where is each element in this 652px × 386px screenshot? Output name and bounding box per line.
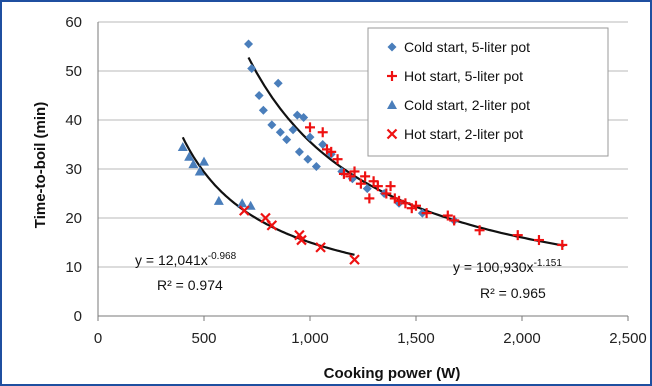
data-point: [266, 220, 278, 231]
fit-equation-5-liter-text: y = 100,930x-1.151: [453, 258, 562, 275]
data-point: [364, 193, 375, 204]
x-tick-label: 0: [94, 330, 102, 347]
legend: Cold start, 5-liter pot Hot start, 5-lite…: [367, 27, 609, 157]
data-point: [288, 125, 298, 135]
data-point: [362, 184, 372, 194]
legend-box: [367, 27, 609, 157]
legend-marker: [387, 100, 397, 109]
data-point: [213, 195, 224, 205]
data-point: [332, 154, 343, 165]
data-point: [188, 159, 199, 169]
y-tick-label: 50: [65, 63, 82, 80]
data-point: [244, 39, 254, 49]
y-tick-label: 30: [65, 161, 82, 178]
data-point: [299, 113, 309, 123]
fit-curve: [181, 136, 355, 256]
data-point: [400, 198, 411, 209]
legend-label: Hot start, 5-liter pot: [404, 68, 523, 84]
data-point: [247, 64, 257, 74]
x-tick-label: 2,000: [503, 330, 541, 347]
data-point: [254, 91, 264, 100]
data-point: [355, 178, 366, 189]
data-point: [318, 140, 328, 149]
data-point: [317, 127, 328, 138]
data-point: [394, 195, 405, 206]
data-point: [360, 171, 371, 182]
fit-equation-2-liter-text: y = 12,041x-0.968: [135, 251, 237, 268]
x-tick-label: 500: [191, 330, 216, 347]
data-point: [296, 234, 307, 246]
plot-area-border: [97, 22, 628, 317]
data-point: [512, 230, 523, 241]
data-point: [237, 198, 248, 208]
data-point: [282, 135, 292, 145]
legend-label: Hot start, 2-liter pot: [404, 126, 523, 142]
data-point: [338, 168, 349, 179]
data-point: [349, 166, 360, 177]
x-tick-label: 1,000: [291, 330, 329, 347]
data-point: [305, 122, 315, 133]
data-point: [442, 210, 453, 221]
legend-marker: [386, 128, 398, 140]
fit-r2-2-liter: R² = 0.974: [157, 277, 223, 293]
y-tick-labels: 0 10 20 30 40 50 60: [65, 14, 82, 325]
data-point: [557, 239, 568, 250]
legend-marker: [387, 71, 397, 81]
data-point: [315, 242, 326, 253]
data-point: [194, 166, 205, 176]
y-tick-label: 0: [74, 308, 82, 325]
data-point: [372, 181, 383, 192]
data-points: [177, 39, 568, 265]
legend-label: Cold start, 5-liter pot: [404, 39, 530, 55]
data-point: [421, 208, 432, 219]
data-point: [294, 147, 304, 157]
y-axis-title: Time-to-boil (min): [32, 102, 49, 228]
data-point: [273, 78, 283, 88]
y-tick-label: 40: [65, 112, 82, 129]
data-point: [349, 254, 360, 265]
x-tick-labels: 0 500 1,000 1,500 2,000 2,500: [94, 316, 647, 347]
data-point: [533, 235, 544, 246]
data-point: [258, 105, 268, 115]
fit-equation-5-liter: y = 100,930x-1.151 R² = 0.965: [453, 258, 562, 301]
data-point: [184, 151, 195, 161]
data-point: [239, 205, 250, 216]
data-point: [381, 188, 392, 199]
x-tick-label: 1,500: [397, 330, 435, 347]
data-point: [385, 181, 396, 192]
legend-marker: [387, 42, 397, 52]
x-tick-label: 2,500: [609, 330, 647, 347]
data-point: [326, 146, 337, 157]
data-point: [275, 127, 285, 137]
data-point: [303, 154, 313, 164]
x-axis-title: Cooking power (W): [324, 365, 461, 382]
y-tick-label: 10: [65, 259, 82, 276]
data-point: [177, 141, 188, 151]
data-point: [311, 162, 321, 172]
data-point: [449, 215, 460, 226]
y-tick-label: 60: [65, 14, 82, 31]
data-point: [411, 200, 421, 211]
data-point: [267, 120, 277, 130]
fit-equation-2-liter: y = 12,041x-0.968 R² = 0.974: [135, 251, 237, 293]
data-point: [199, 156, 209, 166]
data-point: [305, 132, 315, 142]
legend-label: Cold start, 2-liter pot: [404, 97, 530, 113]
data-point: [474, 225, 485, 236]
y-tick-label: 20: [65, 210, 82, 227]
fit-r2-5-liter: R² = 0.965: [480, 285, 546, 301]
